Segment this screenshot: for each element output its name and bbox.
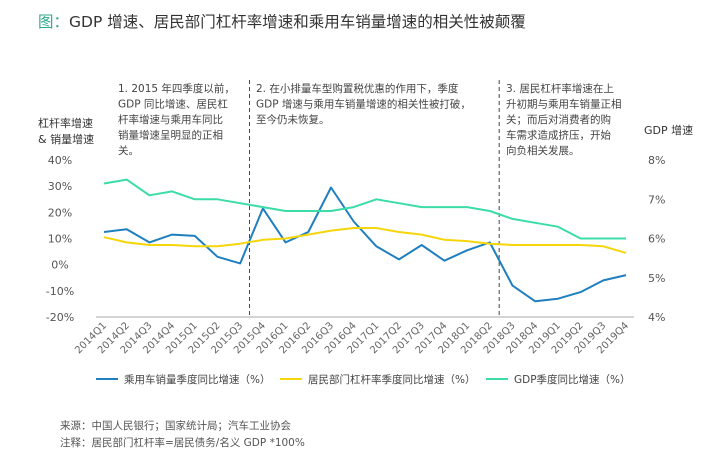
left-tick-label: 10%	[48, 233, 72, 246]
left-tick-label: 30%	[48, 180, 72, 193]
right-tick-label: 6%	[648, 233, 665, 246]
left-tick-label: -10%	[46, 285, 74, 298]
legend-label: 乘用车销量季度同比增速（%）	[124, 373, 270, 386]
annotation-text: 至今仍未恢复。	[256, 113, 330, 126]
left-tick-label: 0%	[51, 259, 68, 272]
annotation-text: 销量增速呈明显的正相	[118, 129, 223, 142]
right-tick-label: 8%	[648, 154, 665, 167]
title-text: GDP 增速、居民部门杠杆率增速和乘用车销量增速的相关性被颠覆	[69, 13, 526, 31]
annotation-text: 车需求造成挤压，开始	[506, 129, 611, 142]
left-tick-label: -20%	[46, 311, 74, 324]
series-line-3	[103, 178, 626, 240]
annotation-text: 关。	[118, 144, 139, 157]
footnote: 注释：居民部门杠杆率=居民债务/名义 GDP *100%	[60, 437, 305, 449]
left-tick-label: 40%	[48, 154, 72, 167]
page-title: 图：GDP 增速、居民部门杠杆率增速和乘用车销量增速的相关性被颠覆	[38, 10, 526, 32]
annotation-text: 2. 在小排量车型购置税优惠的作用下，季度	[256, 82, 459, 95]
series-line-1	[103, 186, 627, 303]
annotation-text: GDP 同比增速、居民杠	[118, 98, 228, 111]
left-axis-title: 杠杆率增速	[38, 116, 93, 130]
right-tick-label: 4%	[648, 311, 665, 324]
annotation-text: GDP 增速与乘用车销量增速的相关性被打破，	[256, 98, 471, 111]
annotation-text: 杆率增速与乘用车同比	[118, 113, 223, 126]
annotation-text: 向负相关发展。	[506, 144, 580, 157]
right-tick-label: 7%	[648, 193, 665, 206]
annotation-text: 升初期与乘用车销量正相	[506, 98, 622, 111]
right-axis-title: GDP 增速	[644, 123, 693, 137]
legend-label: 居民部门杠杆率季度同比增速（%）	[308, 373, 475, 386]
annotation-text: 3. 居民杠杆率增速在上	[506, 82, 614, 95]
annotation-text: 关；而后对消费者的购	[506, 113, 611, 126]
annotation-text: 1. 2015 年四季度以前，	[118, 82, 235, 95]
left-tick-label: 20%	[48, 206, 72, 219]
series-line-2	[103, 227, 627, 254]
source-note: 来源：中国人民银行；国家统计局；汽车工业协会	[60, 420, 291, 432]
left-axis-title: & 销量增速	[38, 132, 94, 146]
title-prefix: 图：	[38, 13, 70, 31]
legend-label: GDP季度同比增速（%）	[514, 373, 631, 386]
right-tick-label: 5%	[648, 272, 665, 285]
